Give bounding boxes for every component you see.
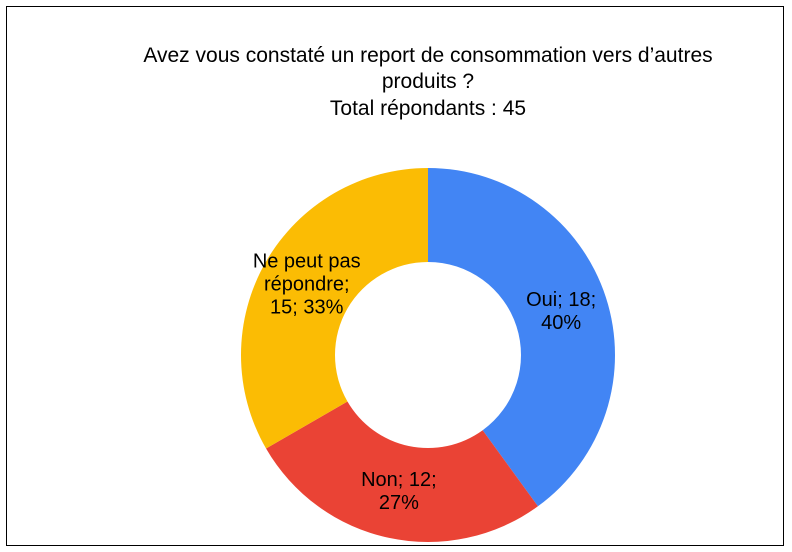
data-label: Ne peut pas répondre; 15; 33% (252, 250, 361, 319)
data-label: Non; 12; 27% (361, 468, 437, 514)
chart-title: Avez vous constaté un report de consomma… (143, 44, 713, 93)
data-label: Oui; 18; 40% (526, 288, 597, 334)
donut-slice (240, 168, 428, 449)
donut-slice (266, 401, 538, 542)
chart-frame (6, 6, 784, 546)
donut-slice (428, 168, 615, 507)
chart-subtitle: Total répondants : 45 (329, 97, 527, 120)
